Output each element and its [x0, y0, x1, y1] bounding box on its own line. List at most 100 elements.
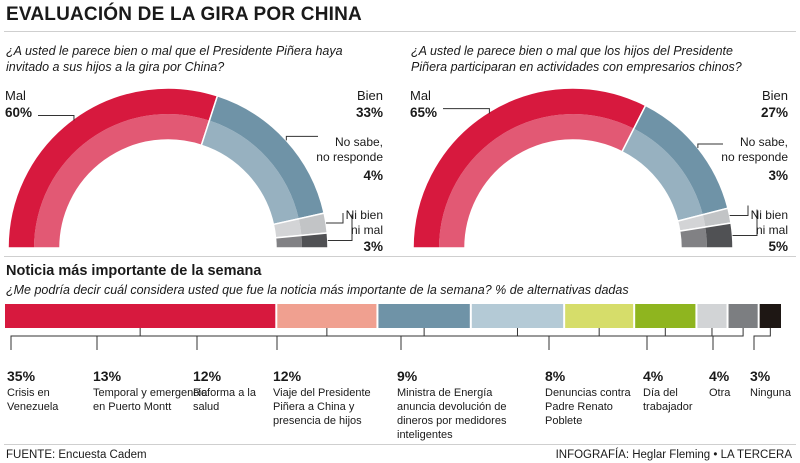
donut-slice-inner: [34, 113, 210, 249]
bar-value: 4%: [709, 368, 730, 384]
leader-line: [697, 143, 723, 148]
page-title: EVALUACIÓN DE LA GIRA POR CHINA: [6, 4, 362, 25]
title-divider: [4, 31, 796, 32]
slice-label: ni mal: [756, 223, 788, 237]
slice-label: no responde: [721, 150, 788, 164]
bar-category-label: presencia de hijos: [273, 415, 362, 427]
question-left: ¿A usted le parece bien o mal que el Pre…: [6, 44, 343, 74]
slice-value: 5%: [768, 239, 788, 254]
bar-category-label: Día del: [643, 387, 678, 399]
slice-label: Bien: [762, 88, 788, 103]
leader-line: [276, 328, 518, 350]
bar-segment: [277, 304, 377, 328]
donut-slice: [8, 87, 218, 248]
bar-category-label: Poblete: [545, 415, 582, 427]
bar-category-label: Ministra de Energía: [397, 387, 493, 399]
bar-category-label: Padre Renato: [545, 401, 613, 413]
slice-label: Bien: [357, 88, 383, 103]
donut-slice-edge: [7, 87, 219, 249]
section-divider: [4, 256, 796, 257]
donut-slice: [301, 232, 328, 248]
bar-category-label: Piñera a China y: [273, 401, 355, 413]
bar-category-label: inteligentes: [397, 429, 453, 441]
slice-label: Mal: [5, 88, 26, 103]
leader-line: [38, 115, 75, 121]
donut-slice: [298, 213, 328, 236]
donut-slice-edge: [412, 87, 647, 249]
bar-value: 3%: [750, 368, 771, 384]
leader-line: [646, 328, 713, 350]
source-note: FUENTE: Encuesta Cadem: [6, 449, 147, 461]
bar-value: 12%: [273, 368, 302, 384]
bar-category-label: Crisis en: [7, 387, 50, 399]
leader-line: [729, 205, 749, 217]
slice-label: No sabe,: [335, 135, 383, 149]
donut-slice-inner: [439, 114, 634, 248]
bar-segment: [378, 304, 470, 328]
donut-slice-inner: [679, 227, 707, 248]
bar-category-label: trabajador: [643, 401, 693, 413]
slice-label: no responde: [316, 150, 383, 164]
donut-slice-edge: [678, 222, 734, 249]
bar-value: 12%: [193, 368, 222, 384]
bar-segment: [565, 304, 634, 328]
donut-slice-inner: [677, 214, 706, 232]
bar-category-label: Denuncias contra: [545, 387, 631, 399]
slice-label: Ni bien: [346, 208, 383, 222]
slice-label: Ni bien: [751, 208, 788, 222]
footer-divider: [4, 444, 796, 445]
leader-line: [548, 328, 666, 350]
leader-line: [326, 212, 344, 224]
leader-line: [10, 328, 141, 350]
leader-line: [400, 328, 600, 350]
donut-slice: [633, 105, 728, 215]
bar-value: 13%: [93, 368, 122, 384]
donut-slice-inner: [622, 128, 703, 222]
bar-value: 9%: [397, 368, 418, 384]
bar-segment: [5, 304, 276, 328]
bar-value: 4%: [643, 368, 664, 384]
slice-value: 65%: [410, 105, 437, 120]
bar-segment: [759, 304, 781, 328]
bar-category-label: Otra: [709, 387, 731, 399]
donut-slice: [412, 87, 646, 249]
bar-category-label: dineros por medidores: [397, 415, 507, 427]
bar-category-label: en Puerto Montt: [93, 401, 171, 413]
leader-line: [96, 328, 328, 350]
leader-line: [732, 209, 758, 236]
bar-category-label: Temporal y emergencia: [93, 387, 208, 399]
leader-line: [285, 135, 318, 141]
slice-value: 4%: [363, 168, 383, 183]
slice-label: Mal: [410, 88, 431, 103]
donut-slice-edge: [274, 232, 329, 249]
leader-line: [443, 108, 490, 114]
slice-label: No sabe,: [740, 135, 788, 149]
leader-line: [196, 328, 425, 350]
leader-line: [327, 214, 353, 241]
bar-segment: [697, 304, 727, 328]
slice-value: 3%: [363, 239, 383, 254]
slice-value: 60%: [5, 105, 32, 120]
slice-value: 27%: [761, 105, 788, 120]
bar-category-label: Venezuela: [7, 401, 59, 413]
bar-segment: [728, 304, 758, 328]
section-question: ¿Me podría decir cuál considera usted qu…: [6, 283, 629, 297]
bar-category-label: Ninguna: [750, 387, 792, 399]
bar-category-label: anuncia devolución de: [397, 401, 506, 413]
slice-label: ni mal: [351, 223, 383, 237]
bar-category-label: Viaje del Presidente: [273, 387, 371, 399]
donut-slice-inner: [201, 120, 299, 225]
section-title: Noticia más importante de la semana: [6, 263, 262, 279]
slice-value: 3%: [768, 168, 788, 183]
donut-slice: [209, 95, 325, 219]
bar-segment: [471, 304, 564, 328]
bar-category-label: Reforma a la: [193, 387, 257, 399]
donut-slice-inner: [275, 235, 302, 248]
credit-note: INFOGRAFÍA: Heglar Fleming • LA TERCERA: [555, 449, 792, 461]
bar-category-label: salud: [193, 401, 219, 413]
bar-value: 8%: [545, 368, 566, 384]
leader-line: [712, 328, 744, 350]
question-right: ¿A usted le parece bien o mal que los hi…: [411, 44, 742, 74]
bar-segment: [635, 304, 696, 328]
